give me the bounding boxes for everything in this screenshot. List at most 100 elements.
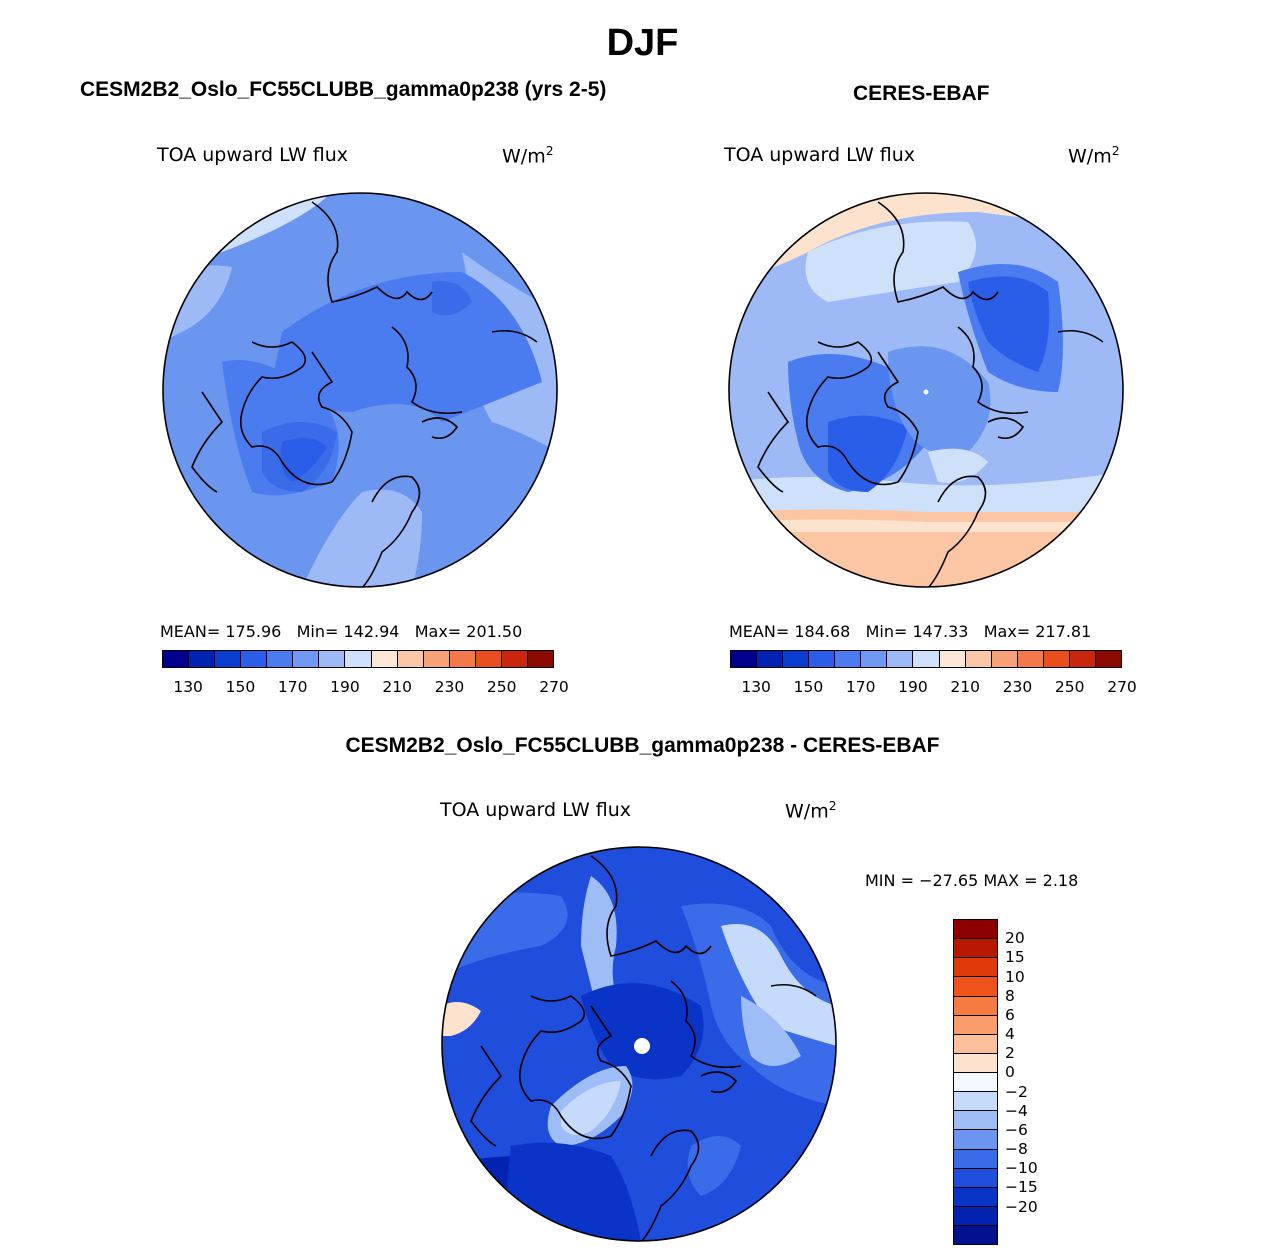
coastline <box>927 475 987 587</box>
colorbar-swatch <box>345 651 372 667</box>
map-field-region <box>968 276 1050 372</box>
model-colorbar <box>162 650 554 668</box>
coastline <box>239 341 353 486</box>
model-polar-map <box>162 192 558 588</box>
map-field-region <box>888 346 991 455</box>
colorbar-swatch <box>954 1073 997 1093</box>
coastline <box>361 475 421 587</box>
obs-variable-label: TOA upward LW flux <box>724 144 916 166</box>
map-field-region <box>805 221 976 302</box>
coastline <box>491 329 538 343</box>
obs-units-label: W/m2 <box>1068 144 1120 168</box>
colorbar-tick-label: −2 <box>1005 1082 1028 1101</box>
colorbar-swatch <box>954 1053 997 1073</box>
model-variable-label: TOA upward LW flux <box>157 144 349 166</box>
coastline <box>470 1045 503 1147</box>
coastline <box>805 341 919 486</box>
colorbar-swatch <box>319 651 346 667</box>
colorbar-tick-label: 20 <box>1005 929 1025 948</box>
colorbar-swatch <box>954 1034 997 1054</box>
coastline <box>770 983 817 997</box>
coastline <box>311 201 433 303</box>
map-field-region <box>687 1136 741 1196</box>
obs-colorbar <box>730 650 1122 668</box>
colorbar-swatch <box>757 651 784 667</box>
pole-marker <box>634 1038 650 1054</box>
colorbar-tick-label: 270 <box>1107 678 1137 696</box>
map-field-region <box>729 519 1123 532</box>
colorbar-swatch <box>954 958 997 978</box>
coastline <box>700 1071 738 1094</box>
colorbar-tick-label: 190 <box>898 678 928 696</box>
colorbar-tick-label: 10 <box>1005 967 1025 986</box>
colorbar-swatch <box>887 651 914 667</box>
colorbar-swatch <box>527 651 553 667</box>
colorbar-swatch <box>954 1015 997 1035</box>
colorbar-tick-label: 150 <box>225 678 256 696</box>
colorbar-tick-label: 210 <box>950 678 980 696</box>
colorbar-tick-label: 230 <box>434 678 465 696</box>
colorbar-swatch <box>293 651 320 667</box>
map-field-region <box>729 472 1123 522</box>
colorbar-swatch <box>954 1206 997 1226</box>
map-field-region <box>581 983 704 1080</box>
diff-colorbar <box>953 919 998 1245</box>
colorbar-swatch <box>954 1226 997 1245</box>
coastline <box>1057 329 1104 343</box>
coastline <box>877 201 999 303</box>
map-boundary <box>728 192 1124 588</box>
colorbar-swatch <box>954 939 997 959</box>
colorbar-swatch <box>954 1149 997 1169</box>
map-field-region <box>741 996 801 1066</box>
colorbar-swatch <box>731 651 758 667</box>
pole-marker <box>923 389 929 395</box>
colorbar-tick-label: 250 <box>1054 678 1085 696</box>
coastline <box>670 980 742 1069</box>
figure-title: DJF <box>606 22 679 64</box>
map-field-region <box>280 438 327 482</box>
colorbar-tick-label: 250 <box>486 678 517 696</box>
colorbar-tick-label: 0 <box>1005 1063 1015 1082</box>
colorbar-tick-label: 130 <box>741 678 771 696</box>
map-boundary <box>441 846 837 1242</box>
map-field-region <box>302 489 422 587</box>
coastline <box>957 326 1029 415</box>
colorbar-swatch <box>939 651 966 667</box>
diff-units-label: W/m2 <box>785 799 837 823</box>
colorbar-tick-label: 270 <box>539 678 569 696</box>
colorbar-swatch <box>954 977 997 997</box>
colorbar-tick-label: −6 <box>1005 1120 1028 1139</box>
diff-polar-map <box>441 846 837 1242</box>
colorbar-swatch <box>241 651 268 667</box>
colorbar-swatch <box>163 651 190 667</box>
diff-minmax: MIN = −27.65 MAX = 2.18 <box>865 871 1079 890</box>
colorbar-swatch <box>954 1130 997 1150</box>
colorbar-swatch <box>954 996 997 1016</box>
colorbar-swatch <box>835 651 862 667</box>
colorbar-swatch <box>954 920 997 940</box>
colorbar-swatch <box>991 651 1018 667</box>
obs-panel-title: CERES-EBAF <box>853 82 990 105</box>
colorbar-tick-label: 8 <box>1005 986 1015 1005</box>
model-panel-title: CESM2B2_Oslo_FC55CLUBB_gamma0p238 (yrs 2… <box>80 78 607 101</box>
map-field-region <box>442 1002 481 1036</box>
map-field-region <box>561 1081 621 1135</box>
colorbar-tick-label: 150 <box>793 678 824 696</box>
colorbar-tick-label: −10 <box>1005 1159 1038 1178</box>
colorbar-swatch <box>913 651 940 667</box>
diff-variable-label: TOA upward LW flux <box>440 799 632 821</box>
colorbar-swatch <box>1069 651 1096 667</box>
colorbar-tick-label: 2 <box>1005 1044 1015 1063</box>
coastline <box>191 391 224 493</box>
coastline <box>590 855 712 957</box>
model-colorbar-ticks: 130 150 170 190 210 230 250 270 <box>162 678 568 698</box>
colorbar-swatch <box>189 651 216 667</box>
colorbar-swatch <box>954 1092 997 1112</box>
colorbar-swatch <box>267 651 294 667</box>
obs-colorbar-ticks: 130 150 170 190 210 230 250 270 <box>730 678 1136 698</box>
obs-polar-map <box>728 192 1124 588</box>
map-field-region <box>432 281 472 316</box>
model-stats: MEAN= 175.96 Min= 142.94 Max= 201.50 <box>160 622 523 641</box>
coastline <box>391 326 463 415</box>
colorbar-swatch <box>954 1187 997 1207</box>
